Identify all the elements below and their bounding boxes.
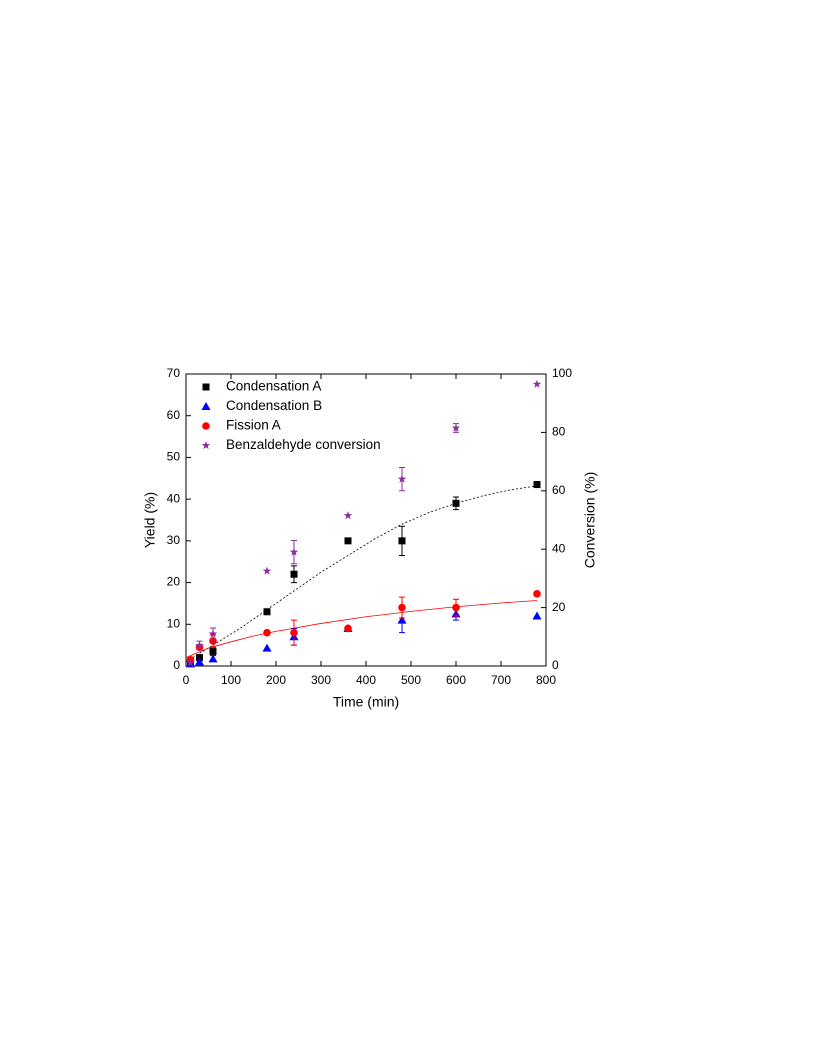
data-point xyxy=(195,641,204,650)
legend-label: Fission A xyxy=(226,418,281,433)
data-point xyxy=(344,624,352,633)
y-tick-label: 10 xyxy=(167,616,181,630)
y-tick-label: 70 xyxy=(167,366,181,380)
data-point xyxy=(208,629,218,638)
y-tick-label: 60 xyxy=(167,408,181,422)
y2-tick-label: 40 xyxy=(552,541,566,555)
data-point xyxy=(398,603,406,612)
data-point xyxy=(397,615,407,624)
legend-marker xyxy=(201,402,211,410)
x-tick-label: 100 xyxy=(221,673,241,687)
legend-marker xyxy=(201,441,211,450)
data-point xyxy=(344,537,352,545)
data-point xyxy=(533,481,541,489)
legend-marker xyxy=(202,422,210,430)
fit-curve xyxy=(185,600,538,659)
data-point xyxy=(262,566,272,575)
x-tick-label: 400 xyxy=(356,673,376,687)
y2-tick-label: 20 xyxy=(552,600,566,614)
y-tick-label: 50 xyxy=(167,450,181,464)
y-tick-label: 20 xyxy=(167,575,181,589)
data-point xyxy=(452,603,460,612)
data-point xyxy=(398,537,406,545)
data-point xyxy=(186,658,195,667)
y2-tick-label: 60 xyxy=(552,483,566,497)
data-point xyxy=(262,643,272,652)
x-tick-label: 500 xyxy=(401,673,421,687)
y-tick-label: 0 xyxy=(173,658,180,672)
data-point xyxy=(263,628,271,637)
legend-label: Condensation A xyxy=(226,379,321,394)
data-point xyxy=(263,608,271,616)
data-point xyxy=(209,637,217,645)
data-point xyxy=(195,657,204,666)
data-point xyxy=(532,379,542,388)
x-tick-label: 800 xyxy=(536,673,556,687)
x-tick-label: 200 xyxy=(266,673,286,687)
data-point xyxy=(451,423,461,432)
data-point xyxy=(209,647,217,655)
data-point xyxy=(290,628,298,637)
data-point xyxy=(343,511,353,520)
x-tick-label: 700 xyxy=(491,673,511,687)
data-point xyxy=(208,654,218,663)
fit-curve xyxy=(185,485,538,663)
y2-tick-label: 80 xyxy=(552,425,566,439)
data-point xyxy=(532,611,542,620)
data-point xyxy=(452,499,460,507)
y2-tick-label: 100 xyxy=(552,366,572,380)
legend-label: Condensation B xyxy=(226,398,322,413)
y-tick-label: 30 xyxy=(167,533,181,547)
y2-tick-label: 0 xyxy=(552,658,559,672)
x-axis-title: Time (min) xyxy=(333,694,399,710)
x-tick-label: 0 xyxy=(183,673,190,687)
y2-axis-title: Conversion (%) xyxy=(582,472,598,568)
data-point xyxy=(397,474,407,483)
x-tick-label: 300 xyxy=(311,673,331,687)
data-point xyxy=(533,590,541,598)
x-tick-label: 600 xyxy=(446,673,466,687)
data-point xyxy=(290,570,298,578)
legend-marker xyxy=(202,383,210,391)
y-tick-label: 40 xyxy=(167,491,181,505)
data-point xyxy=(289,547,299,556)
legend-label: Benzaldehyde conversion xyxy=(226,437,381,452)
y-axis-title: Yield (%) xyxy=(142,492,158,548)
